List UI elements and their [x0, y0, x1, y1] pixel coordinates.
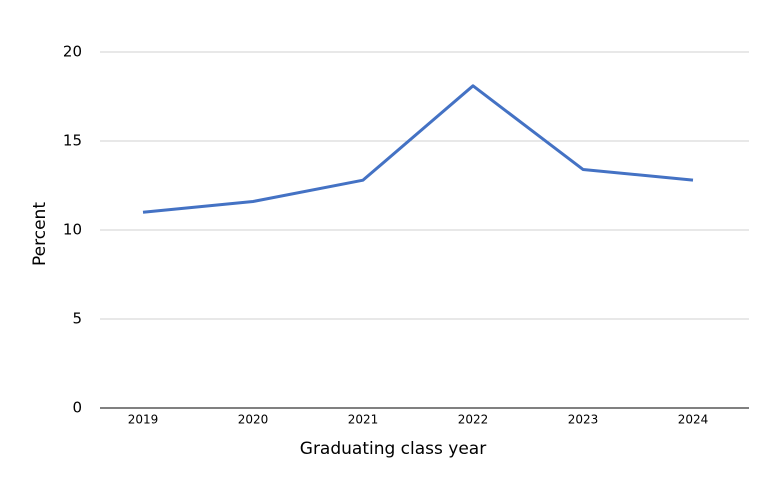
y-axis-label: Percent: [30, 202, 50, 266]
x-tick-label: 2019: [128, 413, 159, 427]
y-tick-label: 15: [63, 132, 82, 150]
x-tick-label: 2020: [238, 413, 269, 427]
x-axis-label: Graduating class year: [300, 439, 486, 459]
y-tick-label: 20: [63, 43, 82, 61]
x-tick-label: 2023: [568, 413, 599, 427]
x-tick-label: 2021: [348, 413, 379, 427]
data-line: [142, 84, 694, 214]
y-tick-label: 5: [72, 310, 82, 328]
x-tick-label: 2022: [458, 413, 489, 427]
x-tick-label: 2024: [678, 413, 709, 427]
y-tick-label: 10: [63, 221, 82, 239]
y-tick-label: 0: [72, 399, 82, 417]
